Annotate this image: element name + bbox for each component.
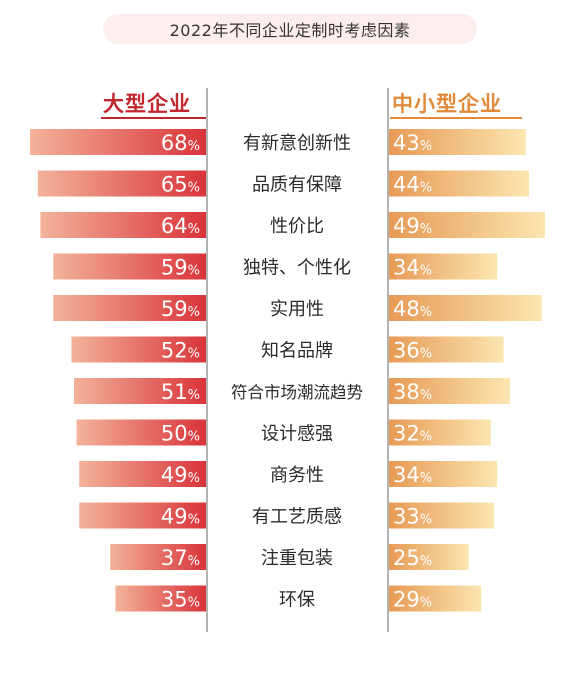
bar-sme <box>389 170 530 197</box>
category-label: 设计感强 <box>261 424 333 445</box>
bar-sme <box>389 253 498 280</box>
bar-large-enterprise <box>74 378 206 404</box>
series-title-underline-large <box>101 117 206 119</box>
bar-sme <box>389 585 482 612</box>
chart-title: 2022年不同企业定制时考虑因素 <box>169 21 411 40</box>
bar-sme <box>389 461 498 487</box>
value-label-sme: 44% <box>393 173 432 197</box>
value-label-large-enterprise: 35% <box>161 588 200 612</box>
value-label-large-enterprise: 59% <box>161 297 200 321</box>
value-label-large-enterprise: 52% <box>161 339 200 363</box>
bar-large-enterprise <box>40 212 207 238</box>
value-label-large-enterprise: 49% <box>161 505 200 529</box>
bar-large-enterprise <box>53 295 206 321</box>
series-title-sme: 中小型企业 <box>392 92 502 116</box>
category-label: 知名品牌 <box>261 341 333 362</box>
category-label: 性价比 <box>270 216 324 237</box>
value-label-sme: 25% <box>393 546 432 570</box>
bar-sme <box>389 419 491 446</box>
value-label-sme: 34% <box>393 256 432 280</box>
bar-large-enterprise <box>115 585 206 612</box>
value-label-sme: 48% <box>393 297 432 321</box>
category-label: 实用性 <box>270 299 324 320</box>
category-label: 品质有保障 <box>252 175 342 196</box>
chart-title-pill: 2022年不同企业定制时考虑因素 <box>103 14 477 44</box>
value-label-sme: 29% <box>393 588 432 612</box>
bar-large-enterprise <box>53 253 206 280</box>
category-label: 注重包装 <box>261 548 333 569</box>
right-divider-line <box>387 88 389 632</box>
value-label-sme: 32% <box>393 422 432 446</box>
series-title-large-enterprise: 大型企业 <box>103 92 191 116</box>
bar-sme <box>389 129 526 155</box>
value-label-large-enterprise: 59% <box>161 256 200 280</box>
value-label-large-enterprise: 64% <box>161 214 200 238</box>
bar-large-enterprise <box>71 336 207 363</box>
bar-sme <box>389 212 545 238</box>
value-label-sme: 33% <box>393 505 432 529</box>
value-label-large-enterprise: 51% <box>161 380 200 404</box>
value-label-sme: 36% <box>393 339 432 363</box>
category-label: 有工艺质感 <box>252 507 342 528</box>
bar-sme <box>389 378 510 404</box>
category-label: 符合市场潮流趋势 <box>231 383 363 402</box>
bar-sme <box>389 336 504 363</box>
value-label-large-enterprise: 68% <box>161 131 200 155</box>
bar-large-enterprise <box>37 170 206 197</box>
category-label: 独特、个性化 <box>243 258 351 279</box>
value-label-large-enterprise: 49% <box>161 463 200 487</box>
bar-large-enterprise <box>30 129 206 155</box>
category-label: 环保 <box>279 590 315 611</box>
category-label: 有新意创新性 <box>243 133 351 154</box>
value-label-sme: 38% <box>393 380 432 404</box>
series-title-underline-sme <box>390 117 522 119</box>
value-label-large-enterprise: 65% <box>161 173 200 197</box>
value-label-sme: 43% <box>393 131 432 155</box>
value-label-sme: 49% <box>393 214 432 238</box>
bar-sme <box>389 544 469 570</box>
bar-large-enterprise <box>79 502 206 529</box>
value-label-sme: 34% <box>393 463 432 487</box>
value-label-large-enterprise: 37% <box>161 546 200 570</box>
bar-large-enterprise <box>79 461 206 487</box>
bar-large-enterprise <box>110 544 206 570</box>
category-label: 商务性 <box>270 465 324 486</box>
bar-sme <box>389 295 542 321</box>
bar-large-enterprise <box>76 419 206 446</box>
value-label-large-enterprise: 50% <box>161 422 200 446</box>
bar-sme <box>389 502 495 529</box>
left-divider-line <box>206 88 208 632</box>
